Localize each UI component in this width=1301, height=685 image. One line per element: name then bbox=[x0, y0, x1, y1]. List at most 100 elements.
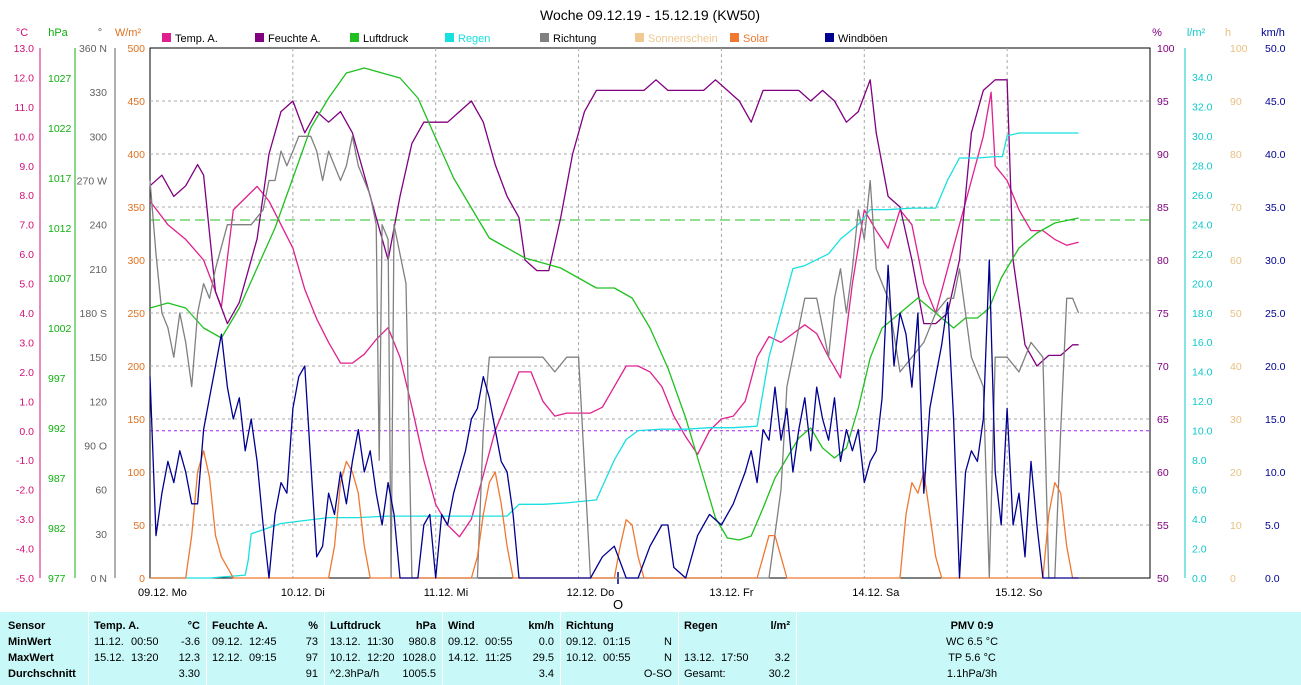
rain-tick-label: 4.0 bbox=[1192, 514, 1207, 526]
luftdruck-max-time: 12:20 bbox=[367, 652, 395, 664]
wind-tick-label: 25.0 bbox=[1265, 308, 1286, 320]
wind-tick-label: 50.0 bbox=[1265, 43, 1286, 55]
day-label: 09.12. Mo bbox=[138, 587, 187, 599]
legend-swatch bbox=[162, 33, 171, 42]
hpa-tick-label: 1017 bbox=[48, 173, 72, 185]
hpa-tick-label: 997 bbox=[48, 373, 66, 385]
direction-tick-label: 300 bbox=[89, 131, 107, 143]
direction-tick-label: 330 bbox=[89, 87, 107, 99]
direction-tick-label: 120 bbox=[89, 396, 107, 408]
solar-tick-label: 500 bbox=[127, 43, 145, 55]
legend-label: Luftdruck bbox=[363, 33, 409, 45]
regen-max-time: 17:50 bbox=[721, 652, 749, 664]
richtung-min-value: N bbox=[664, 636, 672, 648]
stats-col-pmv: PMV 0:9 WC 6.5 °C TP 5.6 °C 1.1hPa/3h bbox=[797, 612, 1301, 685]
humidity-tick-label: 95 bbox=[1157, 96, 1169, 108]
luftdruck-avg-value: 1005.5 bbox=[402, 668, 436, 680]
temp-max-time: 13:20 bbox=[131, 652, 159, 664]
richtung-min-date: 09.12. bbox=[566, 636, 597, 648]
sunshine-tick-label: 50 bbox=[1230, 308, 1242, 320]
rain-tick-label: 2.0 bbox=[1192, 544, 1207, 556]
sunshine-tick-label: 30 bbox=[1230, 414, 1242, 426]
wind-min-time: 00:55 bbox=[485, 636, 513, 648]
temp-tick-label: 9.0 bbox=[19, 161, 34, 173]
rain-tick-label: 10.0 bbox=[1192, 426, 1213, 438]
direction-tick-label: 210 bbox=[89, 264, 107, 276]
temp-tick-label: 12.0 bbox=[14, 72, 35, 84]
temp-tick-label: 2.0 bbox=[19, 367, 34, 379]
direction-tick-label: 360 N bbox=[79, 43, 107, 55]
hpa-tick-label: 1012 bbox=[48, 223, 72, 235]
statistics-panel: Sensor MinWert MaxWert Durchschnitt Temp… bbox=[0, 612, 1301, 685]
rain-tick-label: 32.0 bbox=[1192, 101, 1213, 113]
sunshine-tick-label: 90 bbox=[1230, 96, 1242, 108]
feuchte-min-time: 12:45 bbox=[249, 636, 277, 648]
richtung-max-date: 10.12. bbox=[566, 652, 597, 664]
direction-tick-label: 0 N bbox=[91, 573, 107, 585]
solar-tick-label: 450 bbox=[127, 96, 145, 108]
temp-tick-label: -1.0 bbox=[16, 455, 34, 467]
rain-tick-label: 8.0 bbox=[1192, 455, 1207, 467]
wind-tick-label: 30.0 bbox=[1265, 255, 1286, 267]
day-label: 13.12. Fr bbox=[709, 587, 753, 599]
temp-tick-label: -5.0 bbox=[16, 573, 34, 585]
humidity-tick-label: 100 bbox=[1157, 43, 1175, 55]
series-line bbox=[150, 132, 1079, 579]
hpa-tick-label: 992 bbox=[48, 423, 66, 435]
direction-tick-label: 60 bbox=[95, 485, 107, 497]
rain-tick-label: 26.0 bbox=[1192, 190, 1213, 202]
hpa-tick-label: 1022 bbox=[48, 123, 72, 135]
regen-unit: l/m² bbox=[770, 620, 790, 632]
luftdruck-header: Luftdruck bbox=[330, 620, 381, 632]
series-line bbox=[149, 259, 1079, 579]
regen-total-value: 30.2 bbox=[768, 668, 790, 680]
regen-max-value: 3.2 bbox=[774, 652, 790, 664]
solar-tick-label: 300 bbox=[127, 255, 145, 267]
temp-tick-label: 6.0 bbox=[19, 249, 34, 261]
solar-tick-label: 100 bbox=[127, 467, 145, 479]
rain-tick-label: 20.0 bbox=[1192, 278, 1213, 290]
temp-tick-label: 11.0 bbox=[14, 102, 34, 114]
temp-header: Temp. A. bbox=[94, 620, 140, 632]
temp-tick-label: -3.0 bbox=[16, 514, 34, 526]
sunshine-tick-label: 40 bbox=[1230, 361, 1242, 373]
chart-axes: 13.0 12.0 11.0 10.0 9.0 8.0 7.0 6.0 5.0 4.0 3.0 2.0… bbox=[14, 27, 1286, 612]
pmv-tp: TP 5.6 °C bbox=[948, 652, 996, 664]
luftdruck-min-value: 980.8 bbox=[408, 636, 436, 648]
temp-tick-label: 1.0 bbox=[19, 396, 34, 408]
direction-tick-label: 30 bbox=[95, 529, 107, 541]
feuchte-max-time: 09:15 bbox=[249, 652, 277, 664]
solar-tick-label: 250 bbox=[127, 308, 145, 320]
legend-swatch bbox=[350, 33, 359, 42]
pmv-header: PMV 0:9 bbox=[950, 620, 994, 632]
stats-col-luftdruck: Luftdruck hPa 13.12. 11:30 980.8 10.12. … bbox=[325, 612, 442, 685]
luftdruck-max-value: 1028.0 bbox=[402, 652, 436, 664]
sunshine-tick-label: 100 bbox=[1230, 43, 1248, 55]
wind-header: Wind bbox=[448, 620, 475, 632]
row-avg-label: Durchschnitt bbox=[8, 668, 76, 680]
sunshine-tick-label: 10 bbox=[1230, 520, 1242, 532]
temp-min-date: 11.12. bbox=[94, 636, 124, 648]
day-label: 15.12. So bbox=[995, 587, 1042, 599]
legend-label: Feuchte A. bbox=[268, 33, 321, 45]
regen-max-date: 13.12. bbox=[684, 652, 715, 664]
series-line bbox=[149, 91, 1079, 538]
wind-unit: km/h bbox=[528, 620, 554, 632]
solar-tick-label: 0 bbox=[139, 573, 145, 585]
direction-tick-label: 240 bbox=[89, 220, 107, 232]
axis-unit-label: l/m² bbox=[1187, 27, 1206, 39]
sunshine-tick-label: 80 bbox=[1230, 149, 1242, 161]
wind-max-time: 11:25 bbox=[485, 652, 512, 664]
feuchte-unit: % bbox=[308, 620, 318, 632]
hpa-tick-label: 1007 bbox=[48, 273, 72, 285]
richtung-min-time: 01:15 bbox=[603, 636, 631, 648]
temp-max-date: 15.12. bbox=[94, 652, 125, 664]
wind-tick-label: 35.0 bbox=[1265, 202, 1286, 214]
axis-unit-label: % bbox=[1152, 27, 1162, 39]
richtung-header: Richtung bbox=[566, 620, 614, 632]
axis-unit-label: W/m² bbox=[115, 27, 142, 39]
sunshine-tick-label: 70 bbox=[1230, 202, 1242, 214]
regen-header: Regen bbox=[684, 620, 718, 632]
pmv-wc: WC 6.5 °C bbox=[945, 636, 999, 648]
stats-col-sensor: Sensor MinWert MaxWert Durchschnitt bbox=[0, 612, 88, 685]
